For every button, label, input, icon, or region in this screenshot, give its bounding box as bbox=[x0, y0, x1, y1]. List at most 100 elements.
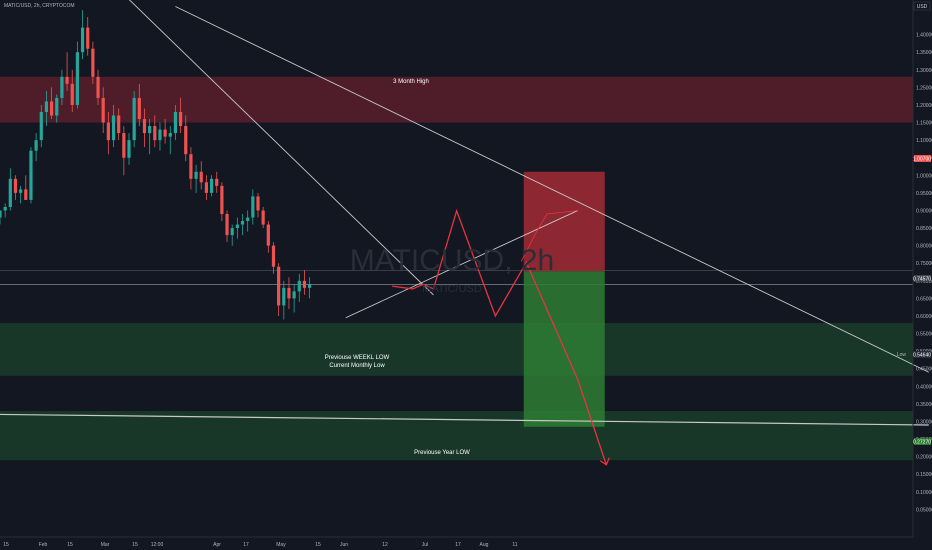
bottom-price-badge bbox=[914, 438, 931, 445]
watermark-symbol: MATICUSD, 2h bbox=[350, 244, 554, 277]
candle-body-59 bbox=[302, 280, 307, 288]
candle-body-29 bbox=[148, 126, 152, 134]
watermark-pair: MATIC/USD bbox=[422, 283, 482, 295]
candle-body-17 bbox=[86, 27, 90, 49]
candle-body-27 bbox=[137, 97, 141, 120]
candle-body-54 bbox=[277, 266, 281, 306]
candle-body-38 bbox=[194, 171, 198, 179]
candle-body-43 bbox=[220, 185, 224, 214]
candle-body-7 bbox=[34, 140, 38, 151]
candle-body-14 bbox=[70, 83, 74, 105]
low-label: Low bbox=[897, 352, 907, 358]
candle-body-26 bbox=[132, 97, 136, 141]
low-price-badge bbox=[914, 351, 931, 358]
candle-body-2 bbox=[8, 178, 12, 207]
candle-body-32 bbox=[163, 129, 167, 137]
mid-price-badge-text: 0.74570 bbox=[913, 277, 931, 283]
candle-body-41 bbox=[209, 178, 214, 193]
three-month-high-label: 3 Month High bbox=[393, 79, 429, 85]
zone-2 bbox=[0, 323, 913, 376]
candle-body-9 bbox=[44, 101, 49, 112]
candle-body-51 bbox=[261, 210, 265, 225]
y-tick-27: 0.05000 bbox=[916, 507, 932, 513]
candle-body-30 bbox=[153, 126, 157, 141]
candle-body-6 bbox=[29, 150, 33, 200]
x-tick-9: 15 bbox=[315, 542, 321, 548]
time-axis[interactable]: 15 Feb 15 Mar 15 12:00 Apr 17 May 15 Jun 12 Jul 17 Aug… bbox=[3, 542, 518, 548]
x-tick-6: Apr bbox=[213, 542, 221, 548]
zone-1 bbox=[0, 76, 913, 123]
low-price-badge-text: 0.54640 bbox=[913, 353, 931, 359]
currency-button-label: USD bbox=[917, 4, 928, 10]
candle-body-55 bbox=[282, 287, 286, 306]
trendline-2 bbox=[175, 6, 929, 373]
zones-layer bbox=[0, 76, 913, 461]
candle-body-8 bbox=[39, 111, 43, 141]
trendlines-layer bbox=[0, 0, 929, 426]
candles-layer[interactable] bbox=[0, 10, 312, 320]
y-tick-3: 1.25000 bbox=[916, 85, 932, 91]
candle-body-15 bbox=[75, 52, 79, 105]
candle-body-16 bbox=[80, 27, 85, 53]
candle-body-37 bbox=[189, 154, 193, 179]
x-tick-14: Aug bbox=[480, 542, 489, 548]
projection-path bbox=[392, 208, 607, 465]
candle-body-5 bbox=[24, 189, 28, 200]
candle-body-31 bbox=[158, 129, 162, 141]
candle-body-45 bbox=[230, 228, 234, 236]
candle-body-13 bbox=[65, 76, 69, 84]
x-tick-13: 17 bbox=[455, 542, 461, 548]
candle-body-34 bbox=[173, 111, 178, 134]
trendline-1 bbox=[0, 413, 929, 426]
candle-body-57 bbox=[292, 291, 296, 299]
bottom-price-badge-text: 0.27270 bbox=[913, 440, 931, 446]
currency-button[interactable] bbox=[913, 1, 931, 11]
candle-body-46 bbox=[235, 224, 239, 229]
x-tick-8: May bbox=[276, 542, 286, 548]
candle-body-20 bbox=[101, 97, 105, 123]
candle-body-50 bbox=[256, 196, 260, 211]
candle-body-39 bbox=[199, 171, 203, 183]
x-tick-2: 15 bbox=[67, 542, 73, 548]
candle-body-42 bbox=[215, 178, 219, 186]
stop-loss-box bbox=[523, 171, 605, 272]
candle-body-28 bbox=[142, 119, 147, 134]
candle-body-21 bbox=[106, 122, 110, 141]
candle-body-47 bbox=[240, 221, 245, 225]
upper-price-badge-text: 1.00700 bbox=[913, 157, 931, 163]
candle-body-52 bbox=[266, 224, 270, 246]
projection-arrowhead bbox=[599, 457, 610, 466]
x-tick-11: 12 bbox=[382, 542, 388, 548]
candle-body-36 bbox=[184, 126, 188, 155]
upper-price-badge bbox=[914, 155, 931, 162]
candle-body-53 bbox=[271, 245, 276, 267]
candle-body-12 bbox=[60, 76, 64, 98]
candle-body-3 bbox=[13, 178, 18, 193]
mid-price-badge bbox=[914, 275, 931, 282]
candle-body-25 bbox=[127, 140, 131, 158]
position-layer bbox=[523, 171, 605, 427]
candle-body-33 bbox=[168, 133, 172, 137]
projection-layer bbox=[392, 208, 610, 466]
candle-body-49 bbox=[251, 196, 255, 218]
x-tick-3: Mar bbox=[101, 542, 110, 548]
candle-body-10 bbox=[50, 101, 54, 116]
x-tick-15: 11 bbox=[512, 542, 517, 548]
candle-body-11 bbox=[55, 97, 59, 116]
trendline-3 bbox=[128, 0, 434, 296]
